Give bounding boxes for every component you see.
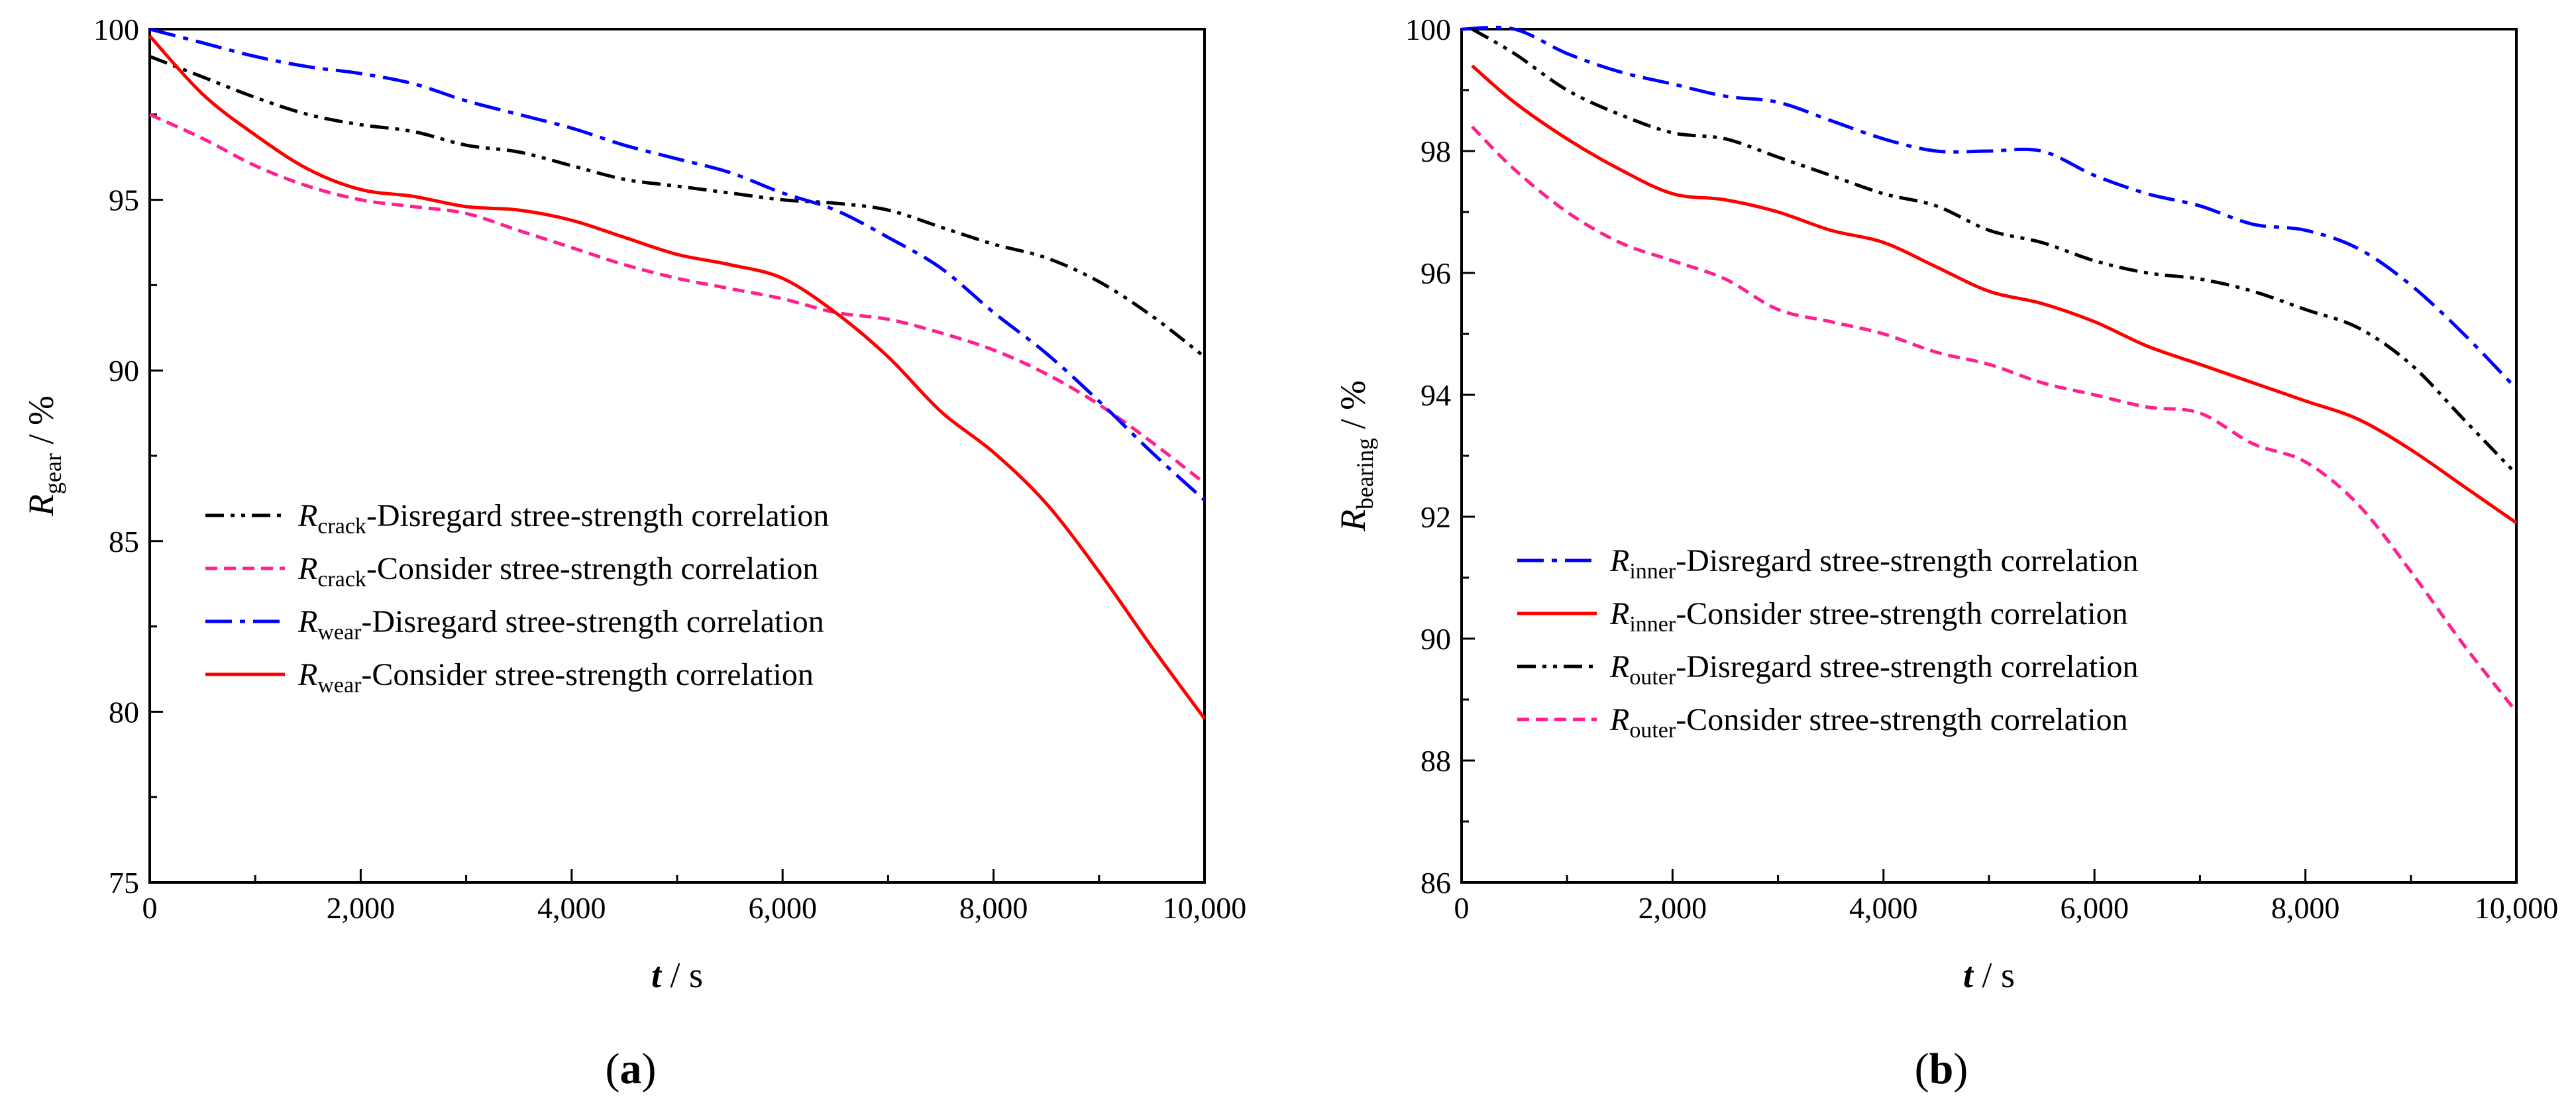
legend: Rinner-Disregard stree-strength correlat… xyxy=(1517,543,2139,743)
axis-ticks: 0 2,000 4,000 6,000 8,000 10,000 86 88 90 92 94 96 9… xyxy=(1405,13,2558,925)
y-tick-label: 100 xyxy=(1405,13,1451,46)
chart-panel-a: 0 2,000 4,000 6,000 8,000 10,000 75 80 85 90 95 100… xyxy=(21,13,1246,1093)
x-tick-label: 2,000 xyxy=(327,891,396,925)
y-tick-label: 98 xyxy=(1421,134,1451,168)
legend-entry: Rinner-Consider stree-strength correlati… xyxy=(1609,596,2128,637)
panel-label: (a) xyxy=(606,1045,657,1093)
y-tick-label: 90 xyxy=(1421,622,1451,656)
series-layer xyxy=(148,27,1207,720)
chart-panel-b: 0 2,000 4,000 6,000 8,000 10,000 86 88 90 92 94 96 9… xyxy=(1333,13,2558,1093)
y-tick-label: 96 xyxy=(1421,256,1451,290)
y-tick-label: 75 xyxy=(109,866,139,900)
y-tick-label: 80 xyxy=(109,695,139,729)
y-tick-label: 95 xyxy=(109,184,139,217)
x-tick-label: 8,000 xyxy=(2271,891,2340,925)
x-tick-label: 10,000 xyxy=(1163,891,1247,925)
legend-entry: Rwear-Consider stree-strength correlatio… xyxy=(297,657,814,698)
series-line-crack xyxy=(148,113,1206,485)
plot-frame xyxy=(1460,28,2518,884)
x-tick-label: 6,000 xyxy=(748,891,817,925)
x-tick-label: 0 xyxy=(142,891,158,925)
legend: Rcrack-Disregard stree-strength correlat… xyxy=(205,498,829,698)
x-tick-label: 2,000 xyxy=(1638,891,1707,925)
series-line-wear xyxy=(148,34,1207,720)
legend-entry: Rcrack-Disregard stree-strength correlat… xyxy=(297,498,829,539)
x-tick-label: 10,000 xyxy=(2475,891,2559,925)
series-line-wear xyxy=(149,27,1206,501)
series-line-inner xyxy=(1471,64,2518,525)
legend-entry: Rwear-Disregard stree-strength correlati… xyxy=(297,604,824,645)
y-axis-title: Rgear / % xyxy=(21,395,66,517)
plot-frame xyxy=(148,28,1206,884)
x-tick-label: 8,000 xyxy=(959,891,1028,925)
series-line-outer xyxy=(1471,125,2518,713)
axis-ticks: 0 2,000 4,000 6,000 8,000 10,000 75 80 85 90 95 100 xyxy=(93,13,1246,925)
y-tick-label: 90 xyxy=(109,354,139,388)
x-tick-label: 4,000 xyxy=(1849,891,1918,925)
x-tick-label: 4,000 xyxy=(537,891,606,925)
legend-entry: Router-Disregard stree-strength correlat… xyxy=(1609,649,2139,690)
y-tick-label: 100 xyxy=(93,13,139,46)
series-line-inner xyxy=(1461,25,2518,390)
x-tick-label: 0 xyxy=(1454,891,1470,925)
y-tick-label: 92 xyxy=(1421,500,1451,534)
x-tick-label: 6,000 xyxy=(2060,891,2129,925)
legend-entry: Rcrack-Consider stree-strength correlati… xyxy=(297,551,818,592)
y-tick-label: 88 xyxy=(1421,744,1451,778)
y-axis-title: Rbearing / % xyxy=(1333,380,1378,532)
y-tick-label: 86 xyxy=(1421,866,1451,900)
legend-entry: Router-Consider stree-strength correlati… xyxy=(1609,702,2128,743)
legend-entry: Rinner-Disregard stree-strength correlat… xyxy=(1609,543,2139,584)
series-layer xyxy=(1461,25,2518,713)
panel-label: (b) xyxy=(1915,1045,1968,1093)
x-axis-title: t / s xyxy=(651,955,703,995)
series-line-outer xyxy=(1471,27,2518,476)
y-tick-label: 85 xyxy=(109,525,139,558)
y-tick-label: 94 xyxy=(1421,378,1451,412)
series-line-crack xyxy=(149,54,1206,358)
x-axis-title: t / s xyxy=(1963,955,2015,995)
